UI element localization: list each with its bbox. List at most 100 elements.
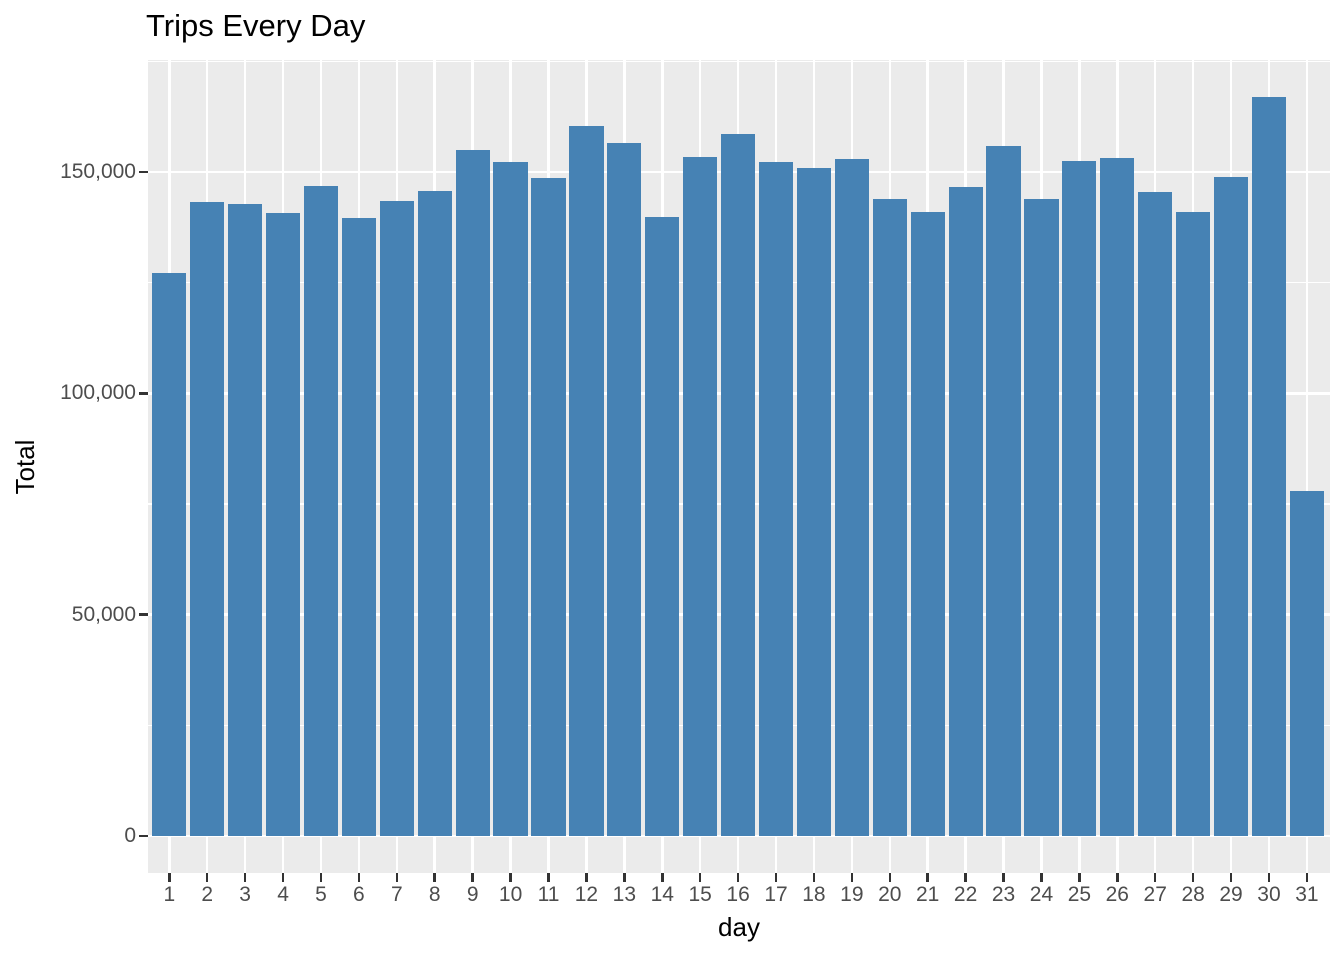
x-tick-label: 22 xyxy=(953,883,978,906)
x-tick-label: 18 xyxy=(802,883,826,906)
bar-day-4 xyxy=(265,213,301,836)
x-tick-label: 15 xyxy=(688,883,712,906)
x-tick-label: 9 xyxy=(466,883,479,906)
bar-day-24 xyxy=(1024,199,1059,836)
x-tick-mark xyxy=(471,873,474,882)
x-tick-label: 16 xyxy=(726,883,750,906)
x-tick-mark xyxy=(1040,873,1043,882)
x-tick-mark xyxy=(812,873,816,882)
x-tick-mark xyxy=(168,873,171,882)
x-tick-mark xyxy=(205,873,209,882)
bar-day-30 xyxy=(1251,97,1287,836)
bar-day-12 xyxy=(569,126,604,836)
y-tick-mark xyxy=(139,613,148,616)
y-tick-mark xyxy=(139,170,148,174)
y-tick-label: 150,000 xyxy=(60,160,136,183)
x-tick-label: 23 xyxy=(991,883,1016,906)
x-tick-label: 7 xyxy=(390,883,403,906)
x-tick-mark xyxy=(1229,873,1233,882)
bar-day-3 xyxy=(228,204,263,836)
x-tick-mark xyxy=(585,873,588,882)
x-tick-label: 28 xyxy=(1181,883,1205,906)
bar-day-27 xyxy=(1138,191,1173,836)
x-tick-mark xyxy=(623,873,626,882)
x-axis-title: day xyxy=(718,912,760,942)
x-tick-label: 6 xyxy=(353,883,365,906)
x-tick-mark xyxy=(736,873,740,882)
bar-day-19 xyxy=(834,159,869,836)
x-tick-mark xyxy=(774,873,778,882)
x-tick-mark xyxy=(850,873,854,882)
x-tick-label: 31 xyxy=(1295,883,1319,906)
x-tick-mark xyxy=(547,873,550,882)
x-tick-label: 3 xyxy=(239,883,251,906)
y-tick-label: 50,000 xyxy=(71,602,136,626)
plot-panel xyxy=(148,60,1330,873)
bar-day-13 xyxy=(607,143,642,836)
y-tick-mark xyxy=(139,834,148,838)
x-tick-mark xyxy=(319,873,323,882)
x-tick-mark xyxy=(926,873,929,882)
bar-day-22 xyxy=(948,187,983,836)
x-tick-label: 21 xyxy=(916,883,940,906)
x-tick-mark xyxy=(357,873,361,882)
x-tick-label: 10 xyxy=(498,883,523,906)
bar-day-28 xyxy=(1176,212,1211,836)
bar-day-5 xyxy=(303,186,339,836)
y-tick-label: 0 xyxy=(124,824,136,847)
x-tick-label: 24 xyxy=(1029,883,1054,906)
bar-day-21 xyxy=(910,212,945,836)
bar-day-31 xyxy=(1289,490,1324,836)
bar-day-20 xyxy=(872,199,907,836)
x-tick-label: 13 xyxy=(612,883,636,906)
x-tick-label: 26 xyxy=(1105,883,1129,906)
x-tick-mark xyxy=(281,873,285,882)
bar-day-9 xyxy=(455,150,490,836)
chart-title: Trips Every Day xyxy=(146,8,366,43)
y-tick-mark xyxy=(139,392,148,395)
y-tick-label: 100,000 xyxy=(60,381,136,405)
x-tick-label: 27 xyxy=(1143,883,1167,906)
x-tick-mark xyxy=(433,873,436,882)
x-tick-label: 19 xyxy=(840,883,864,906)
x-tick-label: 14 xyxy=(650,883,674,906)
x-tick-mark xyxy=(1267,873,1271,882)
x-tick-label: 29 xyxy=(1219,883,1243,906)
x-tick-mark xyxy=(1116,873,1119,882)
x-tick-label: 8 xyxy=(428,883,441,906)
x-tick-label: 25 xyxy=(1067,883,1092,906)
x-tick-mark xyxy=(1305,873,1309,882)
bar-day-16 xyxy=(721,134,756,836)
vertical-gridline xyxy=(1305,60,1309,873)
x-tick-label: 17 xyxy=(764,883,788,906)
bar-day-29 xyxy=(1213,176,1249,836)
x-tick-mark xyxy=(243,873,247,882)
bar-day-18 xyxy=(796,167,832,836)
x-tick-label: 1 xyxy=(163,883,176,906)
x-tick-mark xyxy=(1153,873,1157,882)
x-tick-mark xyxy=(1191,873,1195,882)
x-tick-mark xyxy=(395,873,399,882)
bar-day-10 xyxy=(493,161,528,836)
bar-day-15 xyxy=(683,156,718,836)
bar-day-14 xyxy=(645,217,680,836)
x-tick-label: 4 xyxy=(277,883,289,906)
bar-day-8 xyxy=(417,191,452,836)
x-tick-mark xyxy=(1078,873,1081,882)
x-tick-label: 30 xyxy=(1257,883,1281,906)
x-tick-label: 12 xyxy=(574,883,599,906)
bar-day-26 xyxy=(1100,157,1135,836)
x-tick-label: 11 xyxy=(537,883,560,906)
bar-day-1 xyxy=(152,272,187,836)
bar-day-11 xyxy=(531,177,566,836)
x-tick-mark xyxy=(698,873,702,882)
x-tick-label: 20 xyxy=(878,883,902,906)
bar-day-23 xyxy=(986,145,1021,836)
bar-day-7 xyxy=(379,201,414,836)
x-tick-label: 2 xyxy=(201,883,214,906)
bar-day-6 xyxy=(341,217,376,836)
x-tick-mark xyxy=(661,873,664,882)
bar-day-17 xyxy=(758,161,794,836)
x-tick-mark xyxy=(888,873,892,882)
